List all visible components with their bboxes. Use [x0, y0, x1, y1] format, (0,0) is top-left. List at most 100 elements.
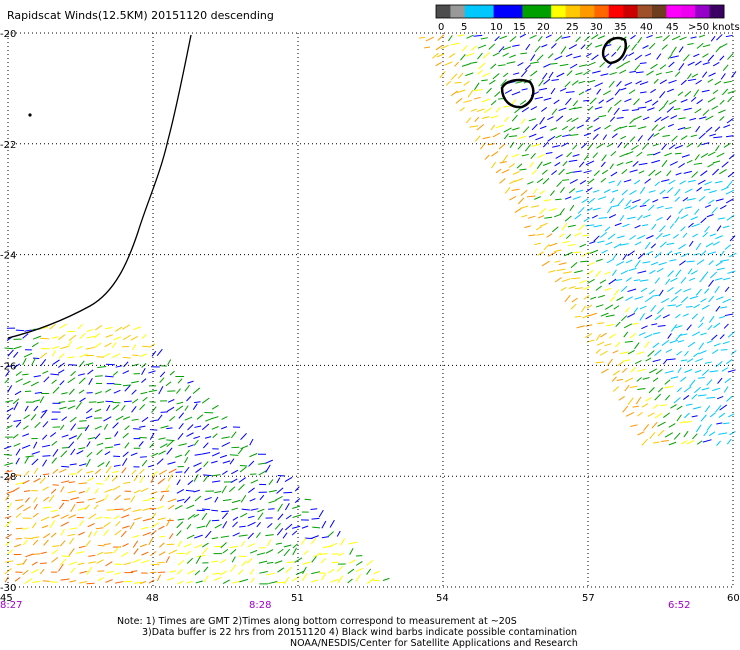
wind-barb: [88, 531, 92, 538]
wind-barb: [132, 354, 139, 357]
wind-barb: [338, 552, 345, 557]
wind-barb: [15, 499, 24, 502]
wind-barb: [150, 475, 156, 483]
wind-barb: [175, 454, 183, 458]
wind-barb: [716, 440, 721, 446]
wind-barb: [699, 276, 705, 283]
wind-barb: [593, 189, 600, 193]
wind-barb: [586, 304, 593, 309]
wind-barb: [355, 574, 361, 582]
wind-barb: [292, 547, 298, 556]
wind-barb: [628, 267, 637, 272]
wind-barb: [656, 216, 663, 221]
wind-barb: [151, 471, 159, 477]
wind-barb: [274, 560, 283, 564]
wind-barb: [560, 287, 567, 292]
wind-barb: [355, 567, 364, 573]
wind-barb: [514, 107, 522, 114]
wind-barb: [675, 313, 681, 319]
wind-barb: [486, 87, 492, 94]
wind-barb: [583, 217, 591, 222]
wind-barb: [691, 415, 698, 418]
wind-barb: [716, 267, 725, 271]
wind-barb: [715, 360, 723, 368]
wind-barb: [70, 567, 76, 574]
wind-barb: [558, 262, 567, 266]
wind-barb: [683, 395, 690, 400]
wind-barb: [219, 454, 228, 459]
wind-barb: [68, 514, 76, 519]
wind-barb: [707, 151, 716, 157]
wind-barb: [75, 401, 82, 410]
wind-barb: [212, 480, 221, 483]
wind-barb: [609, 296, 615, 302]
wind-barb: [220, 542, 227, 549]
wind-barb: [604, 124, 611, 130]
wind-barb: [625, 296, 633, 302]
wind-barb: [194, 401, 201, 404]
wind-barb: [469, 125, 479, 128]
wind-barb: [436, 53, 445, 58]
wind-barb: [715, 261, 723, 267]
wind-barb: [674, 288, 682, 295]
wind-barb: [680, 376, 687, 382]
wind-barb: [629, 169, 638, 173]
wind-barb: [712, 89, 719, 94]
wind-barb: [15, 421, 22, 428]
wind-barb: [183, 496, 191, 504]
wind-barb: [192, 403, 198, 410]
wind-barb: [13, 402, 19, 411]
wind-barb: [178, 412, 185, 419]
wind-barb: [671, 135, 678, 142]
wind-barb: [598, 99, 604, 104]
wind-barb: [96, 551, 104, 556]
wind-barb: [445, 80, 452, 86]
wind-barb: [701, 142, 710, 146]
wind-barb: [678, 163, 685, 169]
legend-label: 25: [566, 22, 579, 33]
wind-barb: [4, 378, 10, 384]
wind-barb: [639, 62, 647, 64]
wind-barb: [702, 71, 708, 78]
wind-barb: [283, 576, 290, 584]
wind-barb: [222, 460, 231, 464]
wind-barb: [105, 465, 112, 474]
wind-barb: [637, 411, 643, 417]
wind-barb: [248, 487, 255, 494]
wind-barb: [670, 404, 677, 409]
wind-barb: [52, 484, 59, 486]
wind-barb: [700, 316, 705, 323]
wind-barb: [632, 161, 639, 167]
wind-barb: [214, 523, 222, 529]
wind-barb: [629, 332, 637, 339]
wind-barb: [531, 169, 538, 175]
wind-barb: [597, 240, 605, 244]
wind-barb: [659, 79, 668, 85]
wind-barb: [131, 570, 138, 573]
wind-barb: [595, 44, 603, 48]
wind-barb: [186, 580, 193, 584]
wind-barb: [635, 71, 644, 74]
time-label: 6:52: [668, 600, 690, 611]
wind-barb: [728, 154, 735, 160]
wind-barb: [637, 388, 646, 391]
wind-barb: [41, 326, 49, 330]
wind-barb: [569, 179, 578, 184]
wind-barb: [554, 249, 562, 253]
wind-barb: [600, 312, 609, 317]
wind-barb: [712, 387, 721, 392]
wind-barb: [96, 401, 105, 404]
wind-barb: [70, 370, 76, 377]
wind-barb: [168, 549, 178, 555]
wind-barb: [186, 504, 195, 509]
wind-barb: [631, 43, 638, 51]
wind-barb: [545, 34, 552, 39]
wind-barb: [568, 44, 578, 50]
wind-barb: [641, 325, 648, 330]
wind-barb: [719, 334, 725, 340]
wind-barb: [520, 205, 529, 209]
wind-barb: [565, 97, 572, 106]
wind-barb: [584, 333, 593, 339]
wind-barb: [673, 432, 681, 440]
wind-barb: [558, 168, 565, 176]
